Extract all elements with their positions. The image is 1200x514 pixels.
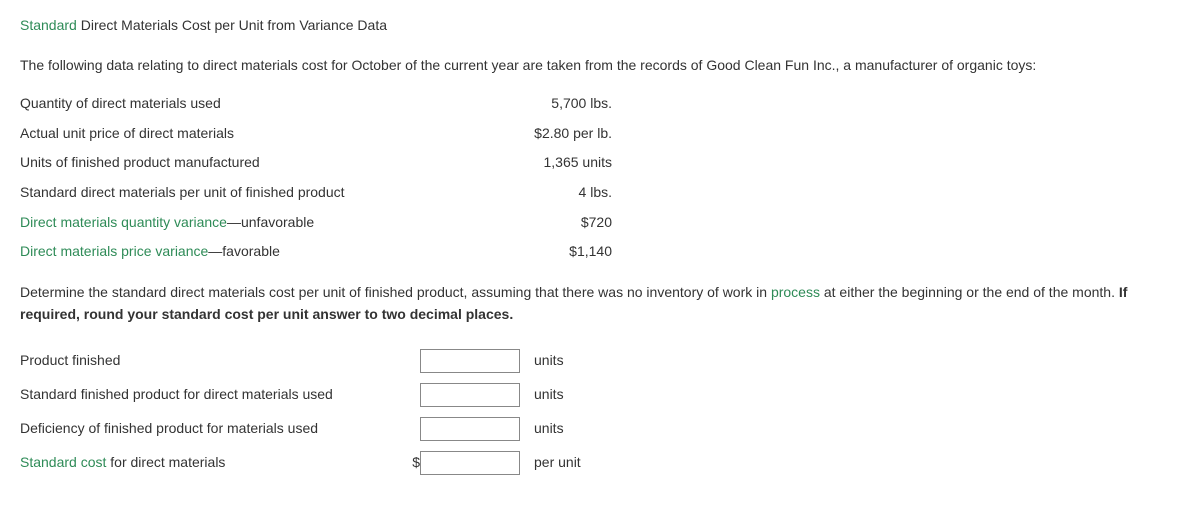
label-suffix: —favorable bbox=[208, 243, 280, 259]
data-value: $2.80 per lb. bbox=[460, 119, 620, 149]
data-row: Standard direct materials per unit of fi… bbox=[20, 178, 620, 208]
link-text: Standard cost bbox=[20, 454, 106, 470]
answer-row: Deficiency of finished product for mater… bbox=[20, 412, 581, 446]
answer-unit: units bbox=[520, 378, 581, 412]
dollar-sign: $ bbox=[412, 453, 420, 473]
standard-finished-input[interactable] bbox=[420, 383, 520, 407]
answer-input-cell: $ bbox=[400, 446, 520, 480]
title-rest: Direct Materials Cost per Unit from Vari… bbox=[81, 17, 387, 33]
given-data-table: Quantity of direct materials used 5,700 … bbox=[20, 89, 620, 267]
answer-label: Standard cost for direct materials bbox=[20, 446, 400, 480]
data-value: 5,700 lbs. bbox=[460, 89, 620, 119]
answer-unit: per unit bbox=[520, 446, 581, 480]
answer-row: Standard finished product for direct mat… bbox=[20, 378, 581, 412]
answer-label: Deficiency of finished product for mater… bbox=[20, 412, 400, 446]
data-row: Quantity of direct materials used 5,700 … bbox=[20, 89, 620, 119]
link-text: Direct materials price variance bbox=[20, 243, 208, 259]
link-text: Direct materials quantity variance bbox=[20, 214, 227, 230]
answer-label: Standard finished product for direct mat… bbox=[20, 378, 400, 412]
page-title: Standard Direct Materials Cost per Unit … bbox=[20, 16, 1180, 36]
label-suffix: for direct materials bbox=[106, 454, 225, 470]
answer-table: Product finished units Standard finished… bbox=[20, 344, 581, 480]
data-label: Direct materials price variance—favorabl… bbox=[20, 237, 460, 267]
standard-cost-input[interactable] bbox=[420, 451, 520, 475]
answer-row: Standard cost for direct materials $ per… bbox=[20, 446, 581, 480]
title-link-word: Standard bbox=[20, 17, 77, 33]
data-value: 4 lbs. bbox=[460, 178, 620, 208]
data-label: Actual unit price of direct materials bbox=[20, 119, 460, 149]
instruction-link: process bbox=[771, 284, 820, 300]
answer-input-cell bbox=[400, 412, 520, 446]
data-row: Actual unit price of direct materials $2… bbox=[20, 119, 620, 149]
data-value: 1,365 units bbox=[460, 148, 620, 178]
answer-unit: units bbox=[520, 344, 581, 378]
label-suffix: —unfavorable bbox=[227, 214, 314, 230]
intro-paragraph: The following data relating to direct ma… bbox=[20, 56, 1180, 76]
data-label: Quantity of direct materials used bbox=[20, 89, 460, 119]
instruction-part2: at either the beginning or the end of th… bbox=[820, 284, 1119, 300]
data-row: Direct materials quantity variance—unfav… bbox=[20, 208, 620, 238]
data-row: Direct materials price variance—favorabl… bbox=[20, 237, 620, 267]
answer-unit: units bbox=[520, 412, 581, 446]
product-finished-input[interactable] bbox=[420, 349, 520, 373]
instruction-paragraph: Determine the standard direct materials … bbox=[20, 281, 1180, 326]
instruction-part1: Determine the standard direct materials … bbox=[20, 284, 771, 300]
answer-input-cell bbox=[400, 344, 520, 378]
data-label: Units of finished product manufactured bbox=[20, 148, 460, 178]
answer-label: Product finished bbox=[20, 344, 400, 378]
deficiency-input[interactable] bbox=[420, 417, 520, 441]
data-label: Direct materials quantity variance—unfav… bbox=[20, 208, 460, 238]
data-label: Standard direct materials per unit of fi… bbox=[20, 178, 460, 208]
answer-input-cell bbox=[400, 378, 520, 412]
data-value: $1,140 bbox=[460, 237, 620, 267]
data-row: Units of finished product manufactured 1… bbox=[20, 148, 620, 178]
data-value: $720 bbox=[460, 208, 620, 238]
answer-row: Product finished units bbox=[20, 344, 581, 378]
